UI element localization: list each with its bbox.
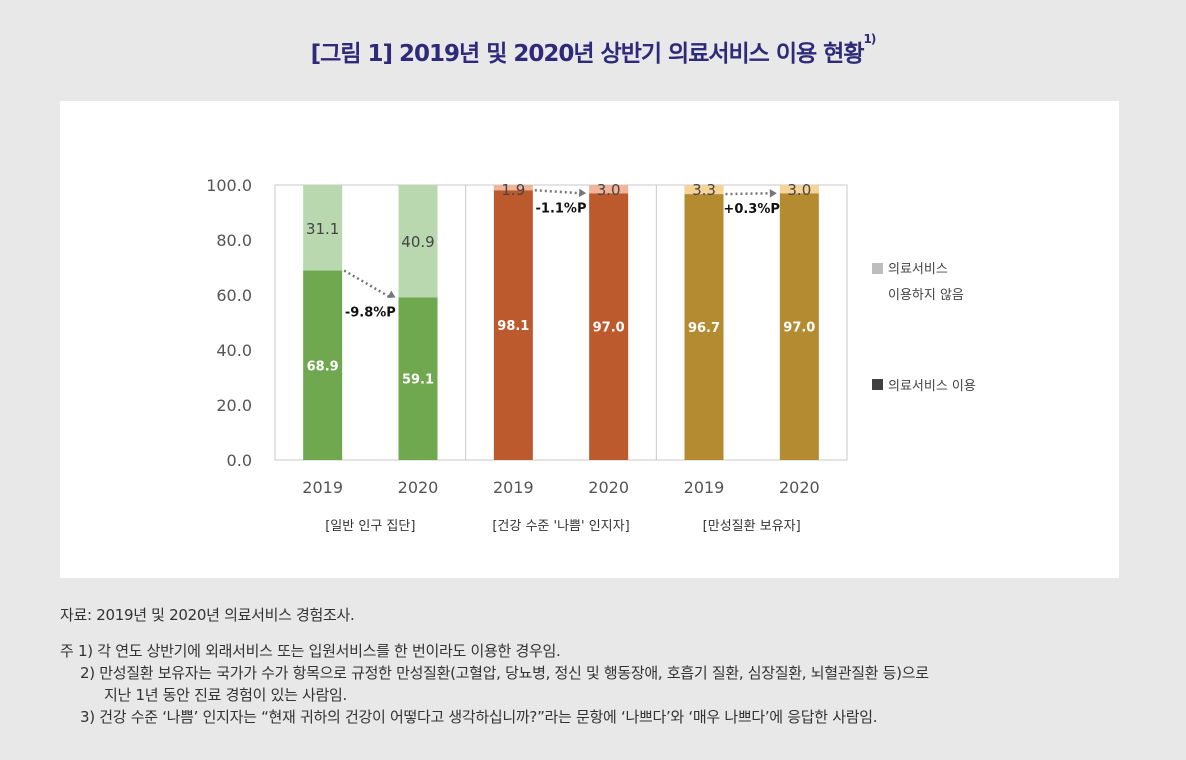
x-tick-label: 2019 (684, 478, 725, 497)
data-label-not-use: 3.3 (692, 181, 716, 199)
notes-section: 자료: 2019년 및 2020년 의료서비스 경험조사. 주 1) 각 연도 … (60, 604, 1160, 728)
bar-layer (303, 185, 819, 460)
y-tick-label: 40.0 (216, 341, 252, 360)
legend-swatch-not-use (872, 263, 883, 274)
figure-title: [그림 1] 2019년 및 2020년 상반기 의료서비스 이용 현황1) (0, 32, 1186, 68)
footnote-2: 2) 만성질환 보유자는 국가가 수가 항목으로 규정한 만성질환(고혈압, 당… (80, 664, 929, 682)
y-tick-label: 20.0 (216, 396, 252, 415)
bar-use-segment (398, 297, 438, 460)
group-label: [만성질환 보유자] (703, 519, 801, 534)
bar-not-use-segment (493, 185, 533, 191)
change-label: -9.8%P (345, 305, 396, 320)
bar-use-segment (779, 193, 819, 460)
bar-use-segment (684, 194, 724, 460)
bar-not-use-segment (303, 185, 343, 271)
footnote-2-continued: 지난 1년 동안 진료 경험이 있는 사람임. (104, 686, 348, 704)
data-label-use: 97.0 (593, 321, 625, 336)
y-tick-label: 80.0 (216, 231, 252, 250)
data-label-not-use: 3.0 (597, 181, 621, 199)
label-layer: 0.0 20.0 40.0 60.0 80.0 100.0 68.9 31.1 2019 59.1… (206, 176, 820, 534)
y-tick-label: 100.0 (206, 176, 252, 195)
change-arrow-line (534, 188, 582, 195)
data-label-use: 59.1 (402, 373, 434, 388)
title-footnote-mark: 1) (863, 32, 877, 46)
x-tick-label: 2020 (398, 478, 439, 497)
change-label: -1.1%P (536, 201, 587, 216)
data-label-use: 97.0 (783, 321, 815, 336)
data-label-use: 98.1 (497, 319, 529, 334)
bar-use-segment (303, 270, 343, 460)
figure-title-text: [그림 1] 2019년 및 2020년 상반기 의료서비스 이용 현황 (310, 41, 865, 67)
group-label: [일반 인구 집단] (325, 519, 415, 534)
data-label-not-use: 1.9 (501, 181, 525, 199)
data-label-use: 96.7 (688, 321, 720, 336)
chart-frame (274, 184, 848, 461)
bar-not-use-segment (684, 185, 724, 195)
x-tick-label: 2019 (493, 478, 534, 497)
change-arrow-head (769, 189, 777, 198)
group-label: [건강 수준 '나쁨' 인지자] (492, 519, 629, 534)
stacked-bar-chart: 0.0 20.0 40.0 60.0 80.0 100.0 68.9 31.1 2019 59.1… (206, 176, 976, 534)
data-label-not-use: 40.9 (401, 233, 434, 251)
source-note: 자료: 2019년 및 2020년 의료서비스 경험조사. (60, 606, 355, 624)
legend-swatch-use (872, 379, 883, 390)
y-tick-label: 60.0 (216, 286, 252, 305)
data-label-not-use: 31.1 (306, 220, 339, 238)
bar-use-segment (589, 193, 629, 460)
bar-not-use-segment (398, 185, 438, 298)
x-tick-label: 2020 (588, 478, 629, 497)
footnote-1: 주 1) 각 연도 상반기에 외래서비스 또는 입원서비스를 한 번이라도 이용… (60, 642, 561, 660)
change-label: +0.3%P (723, 202, 779, 217)
y-tick-label: 0.0 (227, 451, 252, 470)
legend-label-use: 의료서비스 이용 (888, 379, 976, 394)
footnote-3: 3) 건강 수준 ‘나쁨’ 인지자는 “현재 귀하의 건강이 어떻다고 생각하십… (80, 708, 878, 726)
data-label-use: 68.9 (307, 359, 339, 374)
x-tick-label: 2019 (302, 478, 343, 497)
chart-panel: 0.0 20.0 40.0 60.0 80.0 100.0 68.9 31.1 2019 59.1… (60, 101, 1119, 578)
change-arrow-head (387, 290, 396, 298)
bar-not-use-segment (779, 185, 819, 194)
plot-frame (274, 184, 848, 461)
data-label-not-use: 3.0 (787, 181, 811, 199)
change-arrow-line (725, 192, 772, 196)
legend-label-not-use-line2: 이용하지 않음 (888, 288, 964, 303)
change-arrow-head (578, 188, 587, 198)
change-arrow-line (343, 269, 392, 299)
bar-use-segment (493, 190, 533, 460)
x-tick-label: 2020 (779, 478, 820, 497)
bar-not-use-segment (589, 185, 629, 194)
legend-label-not-use: 의료서비스 (888, 262, 948, 277)
